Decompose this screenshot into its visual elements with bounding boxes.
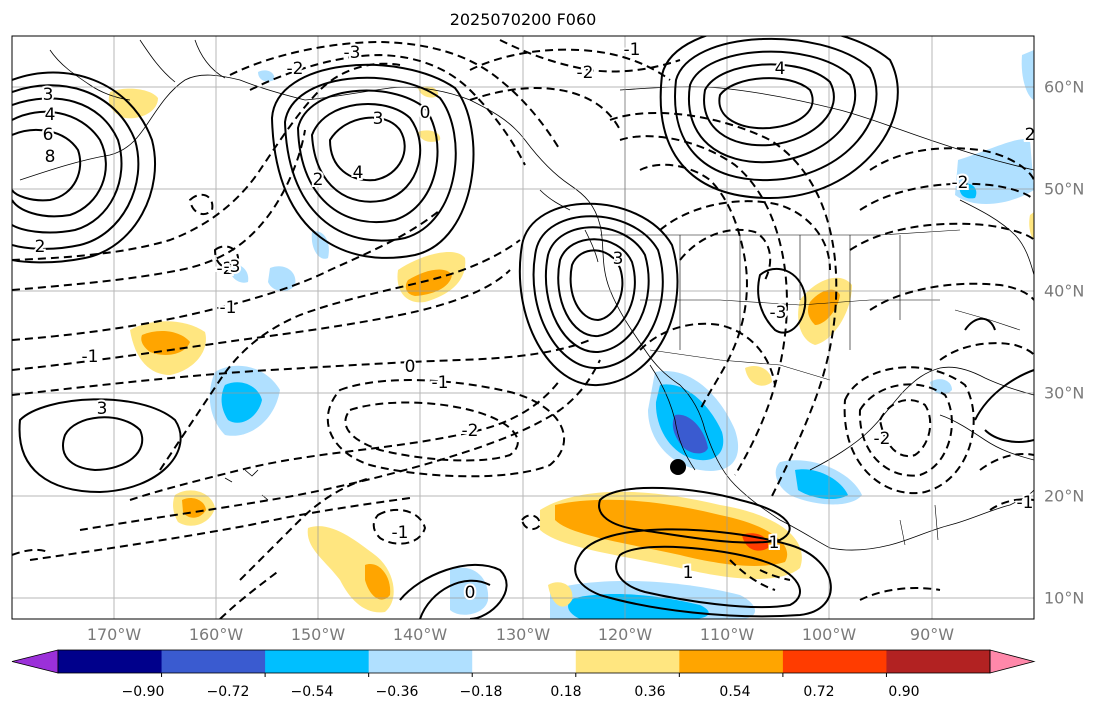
fill-blue-mid-3 — [221, 382, 262, 423]
fill-blue-light-12 — [258, 70, 275, 82]
lon-label: 100°W — [801, 625, 857, 644]
contour-label-dashed: -1 — [1017, 493, 1034, 513]
fill-yellow-9 — [745, 365, 772, 386]
contour-label-dashed: -2 — [462, 421, 479, 441]
contour-label-solid: 8 — [45, 147, 56, 167]
lon-label: 150°W — [290, 625, 346, 644]
contour-label-solid: 3 — [613, 249, 624, 269]
contour-label-solid: 3 — [43, 85, 54, 105]
colorbar-tick-label: 0.90 — [888, 684, 920, 700]
contour-label-solid: 4 — [45, 105, 56, 125]
fill-yellow-2 — [548, 582, 573, 607]
map-frame — [11, 35, 1035, 620]
fill-blue-mid-2 — [795, 469, 848, 500]
colorbar-segment — [679, 650, 784, 673]
colorbar-extend-high — [989, 649, 1036, 674]
contour-label-solid: 3 — [373, 109, 384, 129]
contour-label-dashed: -3 — [344, 43, 361, 63]
contour-label-dashed: -2 — [577, 63, 594, 83]
colorbar-tick-label: 0.54 — [719, 684, 751, 700]
contour-label-solid: 1 — [683, 563, 694, 583]
contour-labels: 346823423431102-2-3-2-10-2-3-10-1-2-1-1-… — [33, 38, 1036, 605]
lat-label: 40°N — [1044, 281, 1085, 301]
fill-orange-4 — [141, 330, 190, 355]
lon-label: 90°W — [909, 625, 955, 644]
contour-label-solid: 0 — [465, 583, 476, 603]
colorbar-segment — [782, 650, 887, 673]
contour-label-dashed: -1 — [392, 523, 409, 543]
anomaly-fills — [108, 50, 1034, 619]
contour-label-dashed: -1 — [82, 347, 99, 367]
lat-label: 10°N — [1044, 588, 1085, 608]
colorbar-tick-label: 0.36 — [634, 684, 666, 700]
colorbar-tick-label: 0.72 — [803, 684, 835, 700]
colorbar-segment — [368, 650, 473, 673]
fill-blue-mid-9 — [959, 183, 977, 199]
contour-label-dashed: -2 — [952, 173, 969, 193]
contour-label-dashed: -2 — [217, 259, 234, 279]
contour-label-solid: 2 — [35, 237, 46, 257]
solid-contours — [12, 36, 1034, 619]
colorbar-tick-label: −0.90 — [121, 684, 165, 700]
lat-label: 50°N — [1044, 179, 1085, 199]
fill-orange-3 — [365, 564, 391, 600]
contour-label-dashed: -3 — [224, 257, 241, 277]
colorbar-tick-label: −0.18 — [459, 684, 503, 700]
fill-blue-light-5 — [450, 567, 489, 615]
map-title: 2025070200 F060 — [449, 10, 597, 29]
colorbar-segment — [575, 650, 680, 673]
fill-blue-mid-4 — [568, 594, 709, 619]
black-dot-marker — [670, 459, 686, 475]
dashed-contours — [12, 39, 1034, 619]
lon-label: 160°W — [188, 625, 244, 644]
contour-label-solid: 4 — [775, 59, 786, 79]
contour-label-solid: 6 — [43, 125, 54, 145]
colorbar-segment — [886, 650, 991, 673]
fill-yellow-10 — [418, 130, 441, 142]
lat-label: 30°N — [1044, 383, 1085, 403]
colorbar-tick-label: −0.36 — [375, 684, 419, 700]
fill-orange-5 — [405, 269, 452, 296]
colorbar-outline — [57, 649, 991, 674]
contour-label-dashed: -2 — [287, 59, 304, 79]
contour-label-dashed: -1 — [432, 373, 449, 393]
lon-label: 110°W — [699, 625, 755, 644]
colorbar-segment — [265, 650, 370, 673]
contour-label-dashed: -1 — [220, 298, 237, 318]
lon-label: 140°W — [392, 625, 448, 644]
fill-blue-light-8 — [229, 264, 249, 283]
contour-label-dashed: -1 — [624, 40, 641, 60]
lat-label: 60°N — [1044, 77, 1085, 97]
colorbar — [11, 649, 1036, 677]
lon-label: 130°W — [495, 625, 551, 644]
colorbar-extend-low — [11, 649, 59, 674]
contour-label-solid: 2 — [1025, 125, 1036, 145]
lon-label: 120°W — [597, 625, 653, 644]
colorbar-tick-label: −0.54 — [290, 684, 334, 700]
contour-label-dashed: 0 — [405, 357, 416, 377]
coastlines — [19, 39, 1034, 551]
fill-orange-6 — [807, 289, 840, 325]
colorbar-segment — [58, 650, 163, 673]
colorbar-segment — [472, 650, 577, 673]
contour-label-dashed: -2 — [874, 429, 891, 449]
colorbar-tick-label: −0.72 — [206, 684, 250, 700]
fill-yellow-11 — [1029, 212, 1034, 240]
contour-label-dashed: 0 — [420, 103, 431, 123]
contour-label-solid: 2 — [313, 170, 324, 190]
contour-label-solid: 4 — [353, 163, 364, 183]
fill-blue-light-6 — [268, 266, 296, 292]
fill-orange-1 — [555, 499, 788, 566]
political-borders — [600, 90, 1021, 546]
fill-blue-light-7 — [311, 231, 329, 259]
contour-label-solid: 1 — [769, 533, 780, 553]
lon-label: 170°W — [86, 625, 142, 644]
colorbar-segment — [161, 650, 266, 673]
lat-label: 20°N — [1044, 486, 1085, 506]
contour-label-solid: 3 — [97, 399, 108, 419]
colorbar-tick-label: 0.18 — [550, 684, 582, 700]
contour-label-dashed: -3 — [770, 303, 787, 323]
